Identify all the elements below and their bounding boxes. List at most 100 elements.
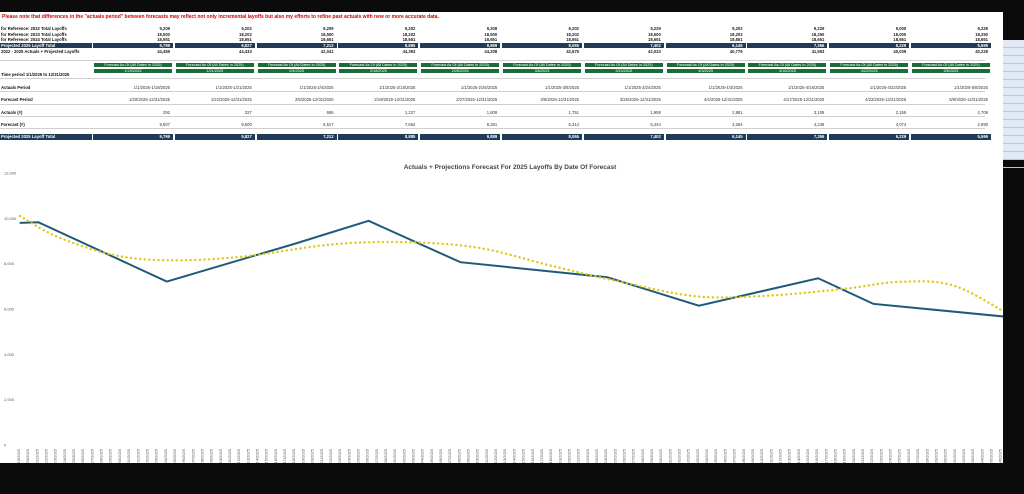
x-tick-label: 1/29/2025: [108, 448, 113, 463]
table-gridline: [0, 116, 985, 117]
forecast-header-date: 4/22/2025: [829, 68, 910, 74]
x-tick-label: 3/16/2025: [530, 448, 535, 463]
reference-row-cell: 18,250: [975, 31, 988, 37]
strip-row: [1003, 48, 1024, 56]
forecast-header-title: Forecast As Of (All Dates In 2025): [665, 62, 746, 68]
forecast-row-label: Forecast (#): [1, 122, 25, 127]
forecast-row-cell: 9,500: [241, 122, 252, 127]
reference-row-cell: 18,500: [157, 31, 170, 37]
actuals-period-row-cell: 1/1/2025-2/18/2025: [379, 85, 416, 90]
x-tick-label: 5/6/2025: [998, 448, 1003, 463]
x-tick-label: 1/28/2025: [99, 448, 104, 463]
forecast-period-row-cell: 1/20/2025-12/31/2025: [129, 97, 170, 102]
forecast-line-chart: Actuals + Projections Forecast For 2025 …: [4, 164, 1003, 463]
strip-row: [1003, 128, 1024, 136]
cumulative-row-cell: 44,208: [484, 48, 498, 54]
x-tick-label: 1/20/2025: [25, 448, 30, 463]
x-tick-label: 4/4/2025: [704, 448, 709, 463]
cumulative-row-cell: 42,033: [647, 48, 661, 54]
forecast-point: [817, 277, 819, 279]
reference-row-cell: 18,651: [729, 37, 743, 42]
x-tick-label: 4/11/2025: [768, 448, 773, 463]
x-tick-label: 2/19/2025: [300, 448, 305, 463]
x-tick-label: 2/25/2025: [355, 448, 360, 463]
strip-row: [1003, 112, 1024, 120]
x-tick-label: 2/9/2025: [209, 448, 214, 463]
forecast-point: [872, 303, 874, 305]
x-tick-label: 2/10/2025: [218, 448, 223, 463]
forecast-row-cell: 4,074: [895, 122, 907, 127]
actuals-period-row-cell: 1/1/2025-1/21/2025: [215, 85, 252, 90]
x-tick-label: 4/2/2025: [686, 448, 691, 463]
reference-row-cell: 18,202: [402, 31, 416, 37]
projected-2025-total-row-cell: 5,599: [911, 134, 991, 140]
x-tick-label: 4/24/2025: [888, 448, 893, 463]
projected-total-row-cell: 8,885: [338, 42, 419, 48]
reference-row-cell: 9,202: [732, 26, 743, 31]
forecast-header-date: 3/8/2025: [502, 68, 582, 74]
actuals-period-row-label: Actuals Period: [1, 85, 31, 90]
table-gridline: [0, 128, 985, 129]
forecast-period-row-cell: 4/4/2025-12/31/2025: [703, 97, 743, 102]
reference-row-label: for Reference: 2023 Total Layoffs: [1, 31, 67, 37]
x-tick-label: 2/20/2025: [310, 448, 315, 463]
reference-row-label: for Reference: 2022 Total Layoffs: [1, 26, 67, 31]
x-tick-label: 4/23/2025: [878, 448, 883, 463]
strip-row: [1003, 72, 1024, 80]
projected-2025-total-row-label: Projected 2025 Layoff Total: [0, 134, 92, 140]
x-tick-label: 1/22/2025: [44, 448, 49, 463]
projected-total-row-cell: 7,212: [256, 42, 337, 48]
x-tick-label: 2/17/2025: [282, 448, 287, 463]
x-tick-label: 2/13/2025: [245, 448, 250, 463]
reference-row-cell: 9,209: [486, 26, 498, 31]
strip-row: [1003, 152, 1024, 160]
x-tick-label: 2/12/2025: [236, 448, 241, 463]
y-tick-label: 2,000: [4, 397, 15, 402]
projected-2025-total-row-cell: 6,145: [665, 134, 746, 140]
reference-row-cell: 18,000: [893, 31, 907, 37]
forecast-point: [294, 243, 296, 245]
forecast-header-title: Forecast As Of (All Dates In 2025): [420, 62, 501, 68]
x-tick-label: 4/20/2025: [851, 448, 856, 463]
projected-total-row-cell: 7,356: [747, 42, 828, 48]
x-tick-label: 2/1/2025: [135, 448, 140, 463]
forecast-row-cell: 2,890: [977, 122, 988, 127]
x-tick-label: 5/4/2025: [979, 448, 984, 463]
x-tick-label: 5/5/2025: [988, 448, 993, 463]
x-tick-label: 2/15/2025: [264, 448, 269, 463]
x-tick-label: 3/24/2025: [603, 448, 608, 463]
table-gridline: [0, 104, 985, 105]
projected-2025-total-row-cell: 9,799: [93, 134, 173, 140]
reference-row-cell: 18,651: [893, 37, 907, 42]
reference-row-cell: 18,651: [647, 37, 661, 42]
chart-title: Actuals + Projections Forecast For 2025 …: [404, 164, 617, 171]
x-tick-label: 4/13/2025: [787, 448, 792, 463]
reference-row-cell: 18,651: [320, 37, 334, 42]
forecast-period-row-cell: 5/9/2025-12/31/2025: [949, 97, 988, 102]
forecast-point: [19, 222, 21, 224]
forecast-header-title: Forecast As Of (All Dates In 2025): [502, 62, 582, 68]
x-tick-label: 4/8/2025: [741, 448, 746, 463]
x-tick-label: 3/20/2025: [566, 448, 571, 463]
reference-row-label: for Reference: 2024 Total Layoffs: [1, 37, 67, 42]
x-tick-label: 4/19/2025: [842, 448, 847, 463]
reference-row-cell: 18,250: [811, 31, 825, 37]
x-tick-label: 3/1/2025: [392, 448, 397, 463]
forecast-header-date: 4/3/2025: [665, 68, 746, 74]
projected-2025-total-row-cell: 7,212: [256, 134, 337, 140]
forecast-point: [166, 280, 168, 283]
reference-row-cell: 18,500: [320, 31, 334, 37]
cumulative-row-cell: 41,553: [811, 48, 825, 54]
projected-total-row-cell: 5,599: [911, 42, 991, 48]
x-tick-label: 4/18/2025: [833, 448, 838, 463]
reference-row-cell: 18,651: [975, 37, 988, 42]
forecast-header-title: Forecast As Of (All Dates In 2025): [93, 62, 173, 68]
x-tick-label: 2/21/2025: [319, 448, 324, 463]
actuals-row-cell: 2,881: [732, 110, 743, 115]
cumulative-row-cell: 40,779: [729, 48, 743, 54]
x-tick-label: 1/25/2025: [71, 448, 76, 463]
x-tick-label: 4/29/2025: [933, 448, 938, 463]
x-tick-label: 1/26/2025: [80, 448, 85, 463]
x-tick-label: 2/27/2025: [374, 448, 379, 463]
y-tick-label: 4,000: [4, 352, 15, 357]
